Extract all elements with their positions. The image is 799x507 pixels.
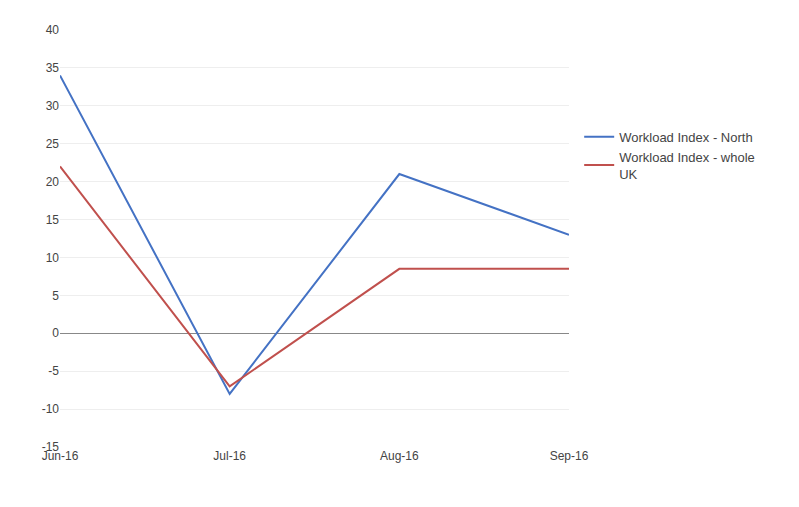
svg-text:10: 10 [46,251,60,265]
svg-text:Jun-16: Jun-16 [42,449,79,463]
svg-text:30: 30 [46,99,60,113]
svg-text:-10: -10 [42,402,60,416]
svg-text:5: 5 [52,289,59,303]
svg-text:25: 25 [46,137,60,151]
svg-text:0: 0 [52,326,59,340]
svg-text:35: 35 [46,61,60,75]
svg-text:15: 15 [46,213,60,227]
svg-text:Aug-16: Aug-16 [380,449,419,463]
svg-text:Jul-16: Jul-16 [213,449,246,463]
svg-text:40: 40 [46,23,60,37]
svg-text:-15: -15 [42,440,60,454]
svg-text:Workload Index - wholeUK: Workload Index - wholeUK [619,150,755,182]
svg-text:Workload Index - North: Workload Index - North [619,130,752,145]
svg-text:20: 20 [46,175,60,189]
svg-text:Sep-16: Sep-16 [550,449,589,463]
svg-text:-5: -5 [48,364,59,378]
